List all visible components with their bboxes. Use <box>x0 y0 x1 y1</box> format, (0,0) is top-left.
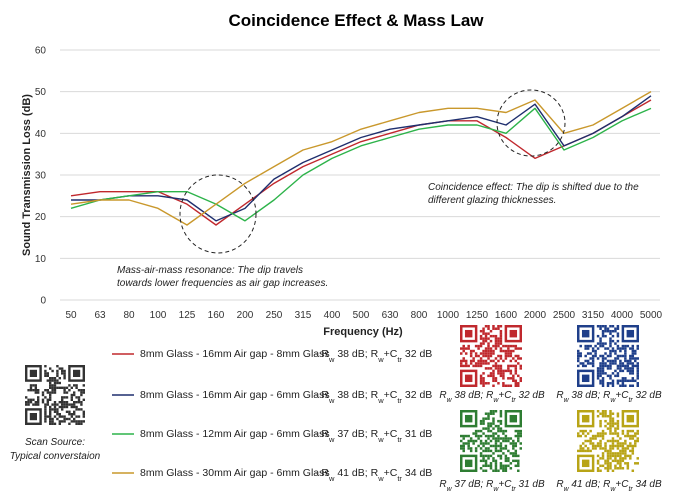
x-tick-label: 315 <box>295 310 312 321</box>
x-tick-label: 1600 <box>495 310 518 321</box>
coincidence-circle <box>496 89 566 157</box>
series-line-1 <box>71 95 652 222</box>
x-tick-label: 125 <box>179 310 196 321</box>
x-tick-label: 400 <box>324 310 341 321</box>
scan-caption-line2: Typical converstaion <box>10 451 101 462</box>
qr-code-1 <box>577 325 639 387</box>
x-tick-label: 630 <box>382 310 399 321</box>
qr-caption-3: Rw 41 dB; Rw+Ctr 34 dB <box>556 479 662 493</box>
legend-label-0: 8mm Glass - 16mm Air gap - 8mm Glass <box>140 348 330 360</box>
mass-air-mass-note-line2: towards lower frequencies as air gap inc… <box>117 278 328 289</box>
legend-rating-3: - Rw 41 dB; Rw+Ctr 34 dB <box>315 467 432 483</box>
x-axis-label: Frequency (Hz) <box>323 326 403 338</box>
qr-caption-2: Rw 37 dB; Rw+Ctr 31 dB <box>439 479 545 493</box>
legend: 8mm Glass - 16mm Air gap - 8mm Glass- Rw… <box>112 348 432 483</box>
x-tick-label: 500 <box>353 310 370 321</box>
x-tick-label: 80 <box>123 310 135 321</box>
scan-caption-line1: Scan Source: <box>25 437 85 448</box>
x-tick-label: 200 <box>237 310 254 321</box>
x-tick-label: 4000 <box>611 310 634 321</box>
x-tick-label: 2500 <box>553 310 576 321</box>
legend-label-2: 8mm Glass - 12mm Air gap - 6mm Glass <box>140 428 330 440</box>
x-tick-label: 1250 <box>466 310 489 321</box>
x-tick-label: 800 <box>411 310 428 321</box>
mass-air-mass-circle <box>179 174 257 254</box>
y-tick-label: 30 <box>35 171 47 182</box>
legend-rating-1: - Rw 38 dB; Rw+Ctr 32 dB <box>315 389 432 405</box>
series-lines <box>70 91 652 226</box>
chart-title: Coincidence Effect & Mass Law <box>228 11 484 30</box>
x-tick-label: 63 <box>94 310 106 321</box>
y-tick-label: 60 <box>35 46 47 57</box>
x-tick-label: 1000 <box>437 310 460 321</box>
legend-rating-0: - Rw 38 dB; Rw+Ctr 32 dB <box>315 348 432 364</box>
x-tick-label: 2000 <box>524 310 547 321</box>
x-tick-label: 250 <box>266 310 283 321</box>
y-tick-labels: 0 10 20 30 40 50 60 <box>35 46 47 307</box>
y-tick-label: 0 <box>40 296 46 307</box>
mass-air-mass-note-line1: Mass-air-mass resonance: The dip travels <box>117 265 303 276</box>
series-line-0 <box>70 99 652 226</box>
legend-label-3: 8mm Glass - 30mm Air gap - 6mm Glass <box>140 467 330 479</box>
series-line-2 <box>70 107 652 222</box>
qr-codes: Rw 38 dB; Rw+Ctr 32 dB Rw 38 dB; Rw+Ctr 3… <box>439 325 662 493</box>
x-tick-label: 50 <box>65 310 77 321</box>
qr-caption-0: Rw 38 dB; Rw+Ctr 32 dB <box>439 390 545 404</box>
x-tick-label: 100 <box>150 310 167 321</box>
x-tick-label: 3150 <box>582 310 605 321</box>
y-axis-label: Sound Transmission Loss (dB) <box>21 94 33 256</box>
grid <box>60 49 660 301</box>
x-tick-label: 5000 <box>640 310 663 321</box>
legend-label-1: 8mm Glass - 16mm Air gap - 6mm Glass <box>140 389 330 401</box>
qr-code-0 <box>460 325 522 387</box>
coincidence-note-line2: different glazing thicknesses. <box>428 195 556 206</box>
coincidence-note-line1: Coincidence effect: The dip is shifted d… <box>428 182 639 193</box>
y-tick-label: 50 <box>35 87 47 98</box>
scan-qr-code <box>25 365 85 425</box>
x-tick-label: 160 <box>208 310 225 321</box>
x-tick-labels: 50 63 80 100 125 160 200 250 315 400 500 630 800 1000… <box>65 310 662 321</box>
y-tick-label: 10 <box>35 254 47 265</box>
qr-code-3 <box>577 410 639 472</box>
y-tick-label: 40 <box>35 129 47 140</box>
series-line-3 <box>70 91 652 226</box>
qr-caption-1: Rw 38 dB; Rw+Ctr 32 dB <box>556 390 662 404</box>
scan-source-qr <box>25 365 85 425</box>
y-tick-label: 20 <box>35 212 47 223</box>
legend-rating-2: - Rw 37 dB; Rw+Ctr 31 dB <box>315 428 432 444</box>
qr-code-2 <box>460 410 522 472</box>
